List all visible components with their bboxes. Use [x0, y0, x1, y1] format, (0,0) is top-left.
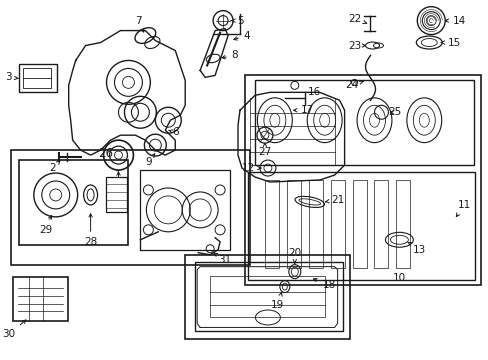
Text: 18: 18: [313, 278, 336, 289]
Bar: [105, 177, 127, 212]
Text: 20: 20: [287, 248, 301, 264]
Bar: [140, 170, 229, 250]
Bar: [352, 180, 366, 268]
Text: 21: 21: [325, 195, 344, 205]
Bar: [308, 180, 322, 268]
Bar: [264, 180, 278, 268]
Text: 2: 2: [49, 161, 60, 173]
Text: 26: 26: [98, 147, 113, 159]
Text: 9: 9: [145, 154, 154, 167]
Text: 6: 6: [169, 127, 178, 137]
Text: 25: 25: [387, 107, 400, 117]
Text: 4: 4: [233, 31, 250, 41]
Text: 14: 14: [445, 15, 465, 26]
Text: 13: 13: [407, 242, 425, 255]
Bar: [210, 276, 324, 318]
Text: 30: 30: [2, 320, 26, 339]
Text: 1: 1: [115, 170, 122, 180]
Bar: [11, 150, 249, 265]
Bar: [244, 75, 480, 285]
Bar: [254, 80, 473, 165]
Bar: [374, 180, 387, 268]
Bar: [19, 64, 57, 92]
Bar: [13, 276, 67, 321]
Text: 24: 24: [344, 80, 363, 90]
Text: 11: 11: [455, 200, 470, 217]
Text: 5: 5: [231, 15, 243, 26]
Bar: [286, 180, 300, 268]
Bar: [185, 255, 349, 339]
Text: 31: 31: [213, 253, 231, 265]
Bar: [396, 180, 409, 268]
Text: 22: 22: [347, 14, 366, 24]
Text: 28: 28: [84, 214, 97, 247]
Bar: [19, 160, 128, 245]
Text: 17: 17: [293, 105, 314, 115]
Text: 12: 12: [241, 163, 261, 173]
Bar: [23, 68, 51, 88]
Bar: [195, 262, 342, 332]
Text: 7: 7: [135, 15, 143, 32]
Text: 10: 10: [392, 273, 405, 283]
Text: 19: 19: [271, 293, 284, 310]
Bar: [330, 180, 344, 268]
Text: 8: 8: [222, 50, 238, 60]
Text: 23: 23: [347, 41, 365, 50]
Bar: [247, 172, 474, 280]
Text: 16: 16: [307, 87, 320, 97]
Text: 3: 3: [5, 72, 18, 82]
Text: 29: 29: [39, 216, 52, 235]
Text: 15: 15: [440, 37, 460, 48]
Text: 27: 27: [258, 143, 271, 157]
